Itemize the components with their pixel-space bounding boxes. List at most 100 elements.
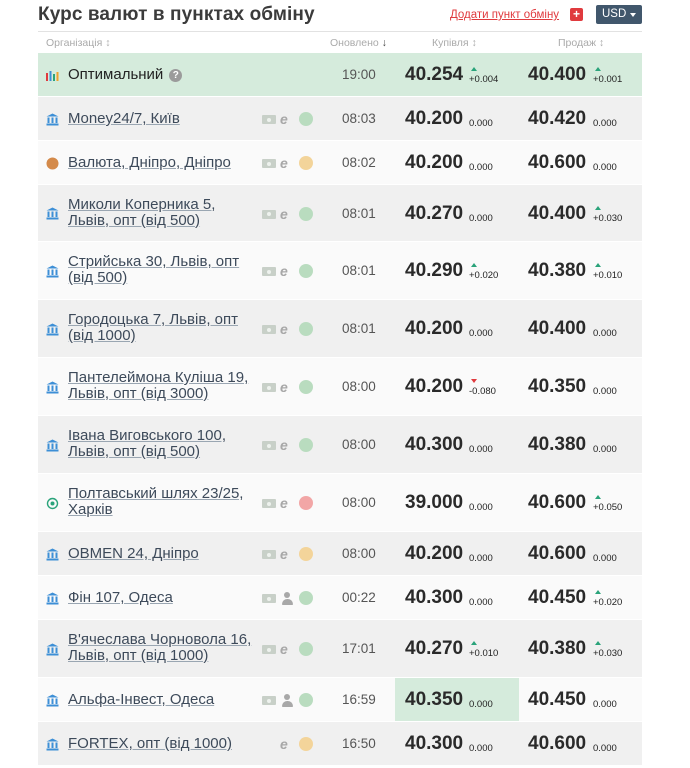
updated-time: 16:50 — [342, 736, 376, 751]
cash-icon — [262, 550, 276, 559]
buy-rate: 40.300 — [405, 587, 464, 608]
updated-time: 08:00 — [342, 437, 376, 452]
bank-icon — [46, 265, 59, 278]
sort-icon: ↕ — [471, 37, 477, 49]
sell-delta: +0.030 — [593, 212, 623, 224]
sort-buy[interactable]: Купівля ↕ — [432, 37, 477, 49]
buy-cell: 40.200 -0.080 — [395, 358, 519, 415]
sell-rate: 40.400 — [528, 318, 587, 339]
bank-icon — [46, 113, 59, 126]
bank-icon — [46, 738, 59, 751]
features: e — [262, 380, 318, 394]
organization-link[interactable]: Валюта, Дніпро, Дніпро — [68, 154, 231, 171]
updated-time: 00:22 — [342, 590, 376, 605]
cash-icon — [262, 159, 276, 168]
person-icon — [280, 693, 294, 707]
currency-select[interactable]: USD — [596, 5, 642, 24]
sell-delta: 0.000 — [593, 118, 617, 129]
table-row: Валюта, Дніпро, Дніпро e 08:02 40.200 0.000 4… — [38, 141, 642, 185]
sell-rate: 40.600 — [528, 152, 587, 173]
status-dot-icon — [299, 547, 313, 561]
sell-rate: 40.380 — [528, 638, 587, 659]
features: e — [262, 322, 318, 336]
buy-rate: 40.200 — [405, 376, 464, 397]
buy-cell: 40.200 0.000 — [395, 300, 519, 357]
sell-delta: 0.000 — [593, 699, 617, 710]
arrow-up-icon — [595, 590, 601, 594]
buy-delta: 0.000 — [469, 118, 493, 129]
table-row: Івана Виговського 100, Львів, опт (від 5… — [38, 416, 642, 474]
sell-delta: 0.000 — [593, 162, 617, 173]
status-dot-icon — [299, 156, 313, 170]
features: e — [262, 496, 318, 510]
cash-icon — [262, 209, 276, 219]
organization-link[interactable]: Альфа-Інвест, Одеса — [68, 691, 215, 708]
card-payment-icon: e — [280, 263, 288, 279]
buy-rate: 40.350 — [405, 689, 464, 710]
features: e — [262, 206, 318, 221]
table-header: Організація ↕ Оновлено ↓ Купівля ↕ Прода… — [38, 31, 642, 53]
organization-link[interactable]: Городоцька 7, Львів, опт (від 1000) — [68, 311, 238, 344]
add-exchange-point-link[interactable]: Додати пункт обміну — [450, 9, 560, 21]
buy-cell: 39.000 0.000 — [395, 474, 519, 531]
buy-delta: 0.000 — [469, 553, 493, 564]
arrow-up-icon — [595, 67, 601, 71]
organization-link[interactable]: FORTEX, опт (від 1000) — [68, 735, 232, 752]
status-dot-icon — [299, 438, 313, 452]
help-icon[interactable]: ? — [169, 69, 183, 82]
sell-rate: 40.600 — [528, 543, 587, 564]
add-plus-icon[interactable]: + — [570, 8, 583, 21]
sort-organization[interactable]: Організація ↕ — [46, 37, 111, 49]
organization-link[interactable]: Фін 107, Одеса — [68, 589, 173, 606]
organization-link[interactable]: Полтавський шлях 23/25, Харків — [68, 485, 244, 518]
buy-delta: 0.000 — [469, 699, 493, 710]
sell-delta: 0.000 — [593, 386, 617, 397]
buy-rate: 39.000 — [405, 492, 464, 513]
features: e — [262, 438, 318, 452]
updated-time: 19:00 — [342, 67, 376, 82]
buy-rate: 40.270 — [405, 638, 464, 659]
sort-updated[interactable]: Оновлено ↓ — [330, 37, 387, 49]
card-payment-icon: e — [280, 437, 288, 453]
card-payment-icon: e — [280, 546, 288, 562]
organization-link[interactable]: Money24/7, Київ — [68, 110, 180, 127]
sell-delta: 0.000 — [593, 743, 617, 754]
buy-delta: 0.000 — [469, 502, 493, 513]
person-icon — [280, 591, 294, 605]
features: e — [262, 112, 318, 126]
sell-rate: 40.380 — [528, 260, 587, 281]
sell-rate: 40.450 — [528, 689, 587, 710]
status-dot-icon — [299, 380, 313, 394]
arrow-up-icon — [595, 641, 601, 645]
card-payment-icon: e — [280, 495, 288, 511]
buy-rate: 40.300 — [405, 434, 464, 455]
features: e — [262, 264, 318, 278]
updated-time: 08:01 — [342, 205, 376, 221]
buy-rate: 40.200 — [405, 543, 464, 564]
organization-link[interactable]: Стрийська 30, Львів, опт (від 500) — [68, 253, 240, 286]
status-dot-icon — [299, 591, 313, 605]
features — [262, 693, 318, 707]
buy-rate: 40.300 — [405, 733, 464, 754]
organization-link[interactable]: Пантелеймона Куліша 19, Львів, опт (від … — [68, 369, 249, 402]
arrow-up-icon — [471, 641, 477, 645]
sell-delta: 0.000 — [593, 553, 617, 564]
cash-icon — [262, 325, 276, 334]
sort-icon: ↕ — [105, 37, 111, 49]
status-dot-icon — [299, 206, 313, 221]
organization-link[interactable]: В'ячеслава Чорновола 16, Львів, опт (від… — [68, 631, 252, 664]
features — [262, 591, 318, 605]
status-dot-icon — [299, 737, 313, 751]
sort-sell[interactable]: Продаж ↕ — [558, 37, 605, 49]
features: e — [262, 642, 318, 656]
arrow-up-icon — [595, 263, 601, 267]
caret-down-icon — [630, 13, 636, 17]
organization-link[interactable]: Миколи Коперника 5, Львів, опт (від 500) — [68, 195, 216, 229]
sell-rate: 40.600 — [528, 492, 587, 513]
features: e — [262, 737, 318, 751]
bank-icon — [46, 439, 59, 452]
sort-desc-icon: ↓ — [381, 37, 387, 49]
status-dot-icon — [299, 693, 313, 707]
organization-link[interactable]: Івана Виговського 100, Львів, опт (від 5… — [68, 427, 227, 460]
organization-link[interactable]: OBMEN 24, Дніпро — [68, 545, 199, 562]
